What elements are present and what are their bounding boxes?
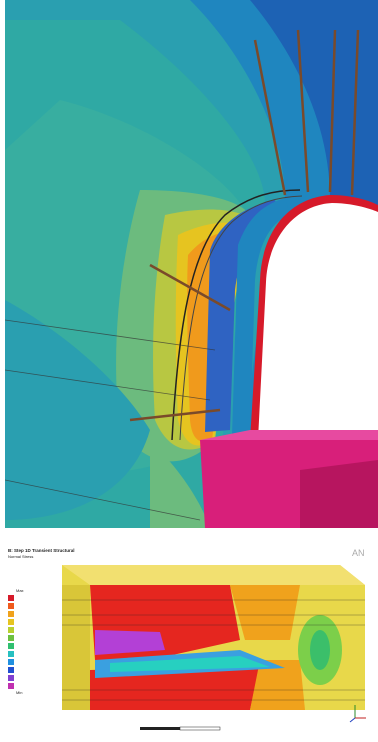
panel-title: B: Step 1D Transient Structural bbox=[8, 548, 75, 553]
panel-subtitle: Normal Stress bbox=[8, 554, 33, 559]
logo: AN bbox=[352, 548, 365, 558]
legend-min: Min bbox=[16, 690, 22, 695]
legend: Max Min bbox=[8, 588, 24, 695]
legend-max: Max bbox=[16, 588, 24, 593]
rock-bolts bbox=[129, 29, 360, 422]
model-image: Max Min B: Step 1D Transient Structural … bbox=[5, 545, 378, 742]
axis-triad bbox=[349, 705, 366, 723]
tunnel-stress-image bbox=[5, 0, 378, 528]
